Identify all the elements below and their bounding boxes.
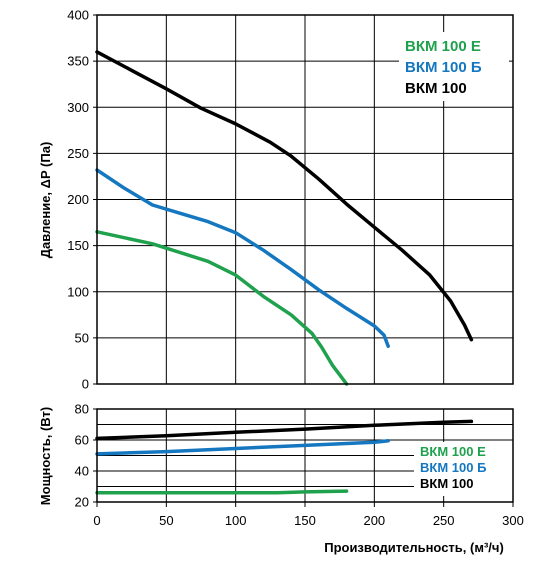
flow-x-tick-label: 0: [93, 513, 100, 528]
pressure-y-tick-label: 200: [67, 192, 89, 207]
flow-x-tick-label: 100: [225, 513, 247, 528]
pressure-y-tick-label: 350: [67, 54, 89, 69]
pressure-curve-вкм-100-б: [95, 168, 390, 348]
power-axis-label: Мощность, (Вт): [38, 407, 53, 505]
pressure-y-tick-label: 250: [67, 146, 89, 161]
flow-x-tick-label: 150: [294, 513, 316, 528]
pressure-y-tick-label: 50: [75, 330, 89, 345]
pressure-y-tick-label: 100: [67, 284, 89, 299]
pressure-plot-frame: [96, 14, 514, 385]
legend-entry-вкм-100: ВКМ 100: [420, 476, 473, 491]
power-y-tick-label: 20: [75, 495, 89, 510]
flow-x-tick-label: 300: [502, 513, 524, 528]
pressure-curve-вкм-100: [95, 50, 474, 342]
power-curve-вкм-100: [95, 419, 474, 441]
power-y-tick-label: 60: [75, 433, 89, 448]
power-curve-вкм-100-б: [95, 439, 390, 456]
pressure-y-tick-label: 0: [82, 377, 89, 392]
pressure-y-tick-label: 400: [67, 8, 89, 23]
power-legend-background: [414, 442, 514, 496]
legend-entry-вкм-100-б: ВКМ 100 Б: [405, 59, 482, 76]
flow-x-tick-label: 50: [159, 513, 173, 528]
legend-entry-вкм-100-б: ВКМ 100 Б: [420, 460, 486, 475]
flow-x-tick-label: 200: [363, 513, 385, 528]
power-y-tick-label: 80: [75, 402, 89, 417]
pressure-legend-background: [399, 32, 509, 101]
legend-entry-вкм-100-е: ВКМ 100 Е: [420, 444, 486, 459]
pressure-curve-вкм-100-е: [95, 230, 349, 386]
flow-axis-label: Производительность, (м³/ч): [324, 540, 504, 555]
pressure-y-tick-label: 150: [67, 238, 89, 253]
legend-entry-вкм-100: ВКМ 100: [405, 80, 467, 97]
flow-x-tick-label: 250: [433, 513, 455, 528]
pressure-y-tick-label: 300: [67, 100, 89, 115]
pressure-axis-label: Давление, ΔP (Па): [38, 142, 53, 259]
legend-entry-вкм-100-е: ВКМ 100 Е: [405, 38, 481, 55]
power-y-tick-label: 40: [75, 464, 89, 479]
pressure-legend: ВКМ 100 Е ВКМ 100 Б ВКМ 100: [399, 32, 509, 101]
power-curve-вкм-100-е: [95, 489, 349, 495]
